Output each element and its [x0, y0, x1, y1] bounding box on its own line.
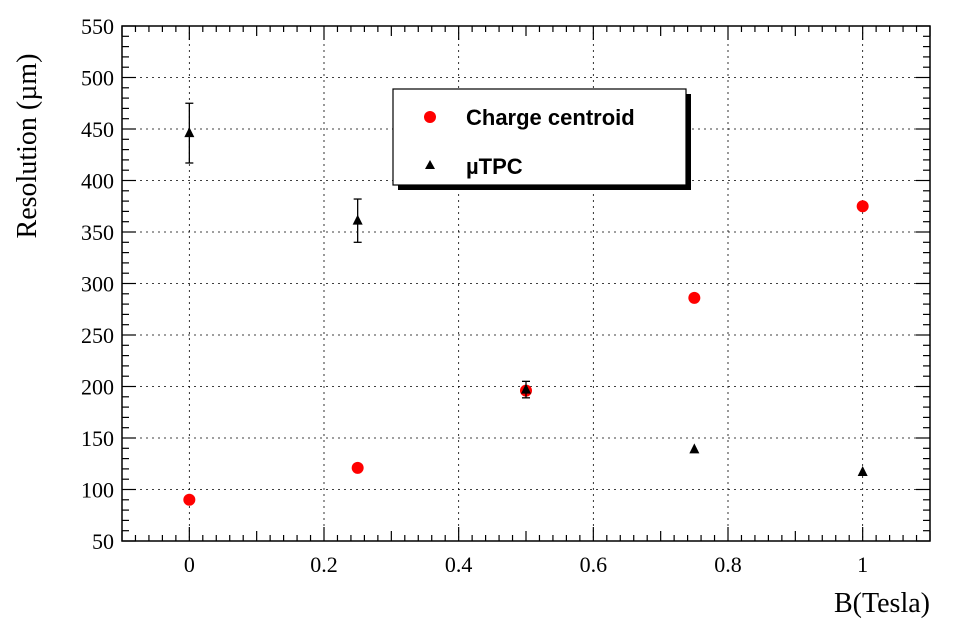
y-tick-label: 250	[81, 323, 114, 348]
y-tick-label: 350	[81, 220, 114, 245]
y-tick-label: 150	[81, 426, 114, 451]
y-tick-label: 400	[81, 169, 114, 194]
x-tick-label: 0.8	[714, 552, 742, 577]
axis-ticks	[121, 25, 931, 542]
charge-centroid-point	[183, 493, 196, 506]
x-tick-label: 1	[857, 552, 868, 577]
charge-centroid-point	[688, 291, 701, 304]
y-tick-label: 100	[81, 478, 114, 503]
y-tick-label: 500	[81, 66, 114, 91]
x-tick-label: 0.4	[445, 552, 473, 577]
y-axis-title: Resolution (µm)	[12, 54, 43, 239]
legend-label-charge-centroid: Charge centroid	[466, 105, 635, 130]
legend-marker-charge-centroid	[424, 111, 436, 123]
utpc-point	[184, 127, 195, 138]
utpc-point	[352, 214, 363, 225]
x-axis-title: B(Tesla)	[834, 588, 930, 619]
y-tick-label: 50	[92, 529, 114, 554]
tick-labels: 0 0.2 0.4 0.6 0.8 150100150200250300350400450…	[81, 14, 868, 577]
y-tick-label: 300	[81, 272, 114, 297]
legend-box	[392, 88, 687, 186]
legend-marker-utpc	[425, 160, 435, 169]
charge-centroid-point	[351, 461, 364, 474]
x-tick-label: 0	[184, 552, 195, 577]
x-tick-label: 0.6	[580, 552, 608, 577]
utpc-point	[689, 443, 700, 454]
y-tick-label: 200	[81, 375, 114, 400]
utpc-point	[521, 383, 531, 394]
y-tick-label: 550	[81, 14, 114, 39]
charge-centroid-point	[856, 200, 869, 213]
utpc-point	[857, 465, 868, 476]
y-tick-label: 450	[81, 117, 114, 142]
x-tick-label: 0.2	[310, 552, 338, 577]
data-points	[183, 102, 869, 506]
legend: Charge centroid µTPC	[392, 88, 691, 190]
legend-label-utpc: µTPC	[466, 154, 523, 179]
